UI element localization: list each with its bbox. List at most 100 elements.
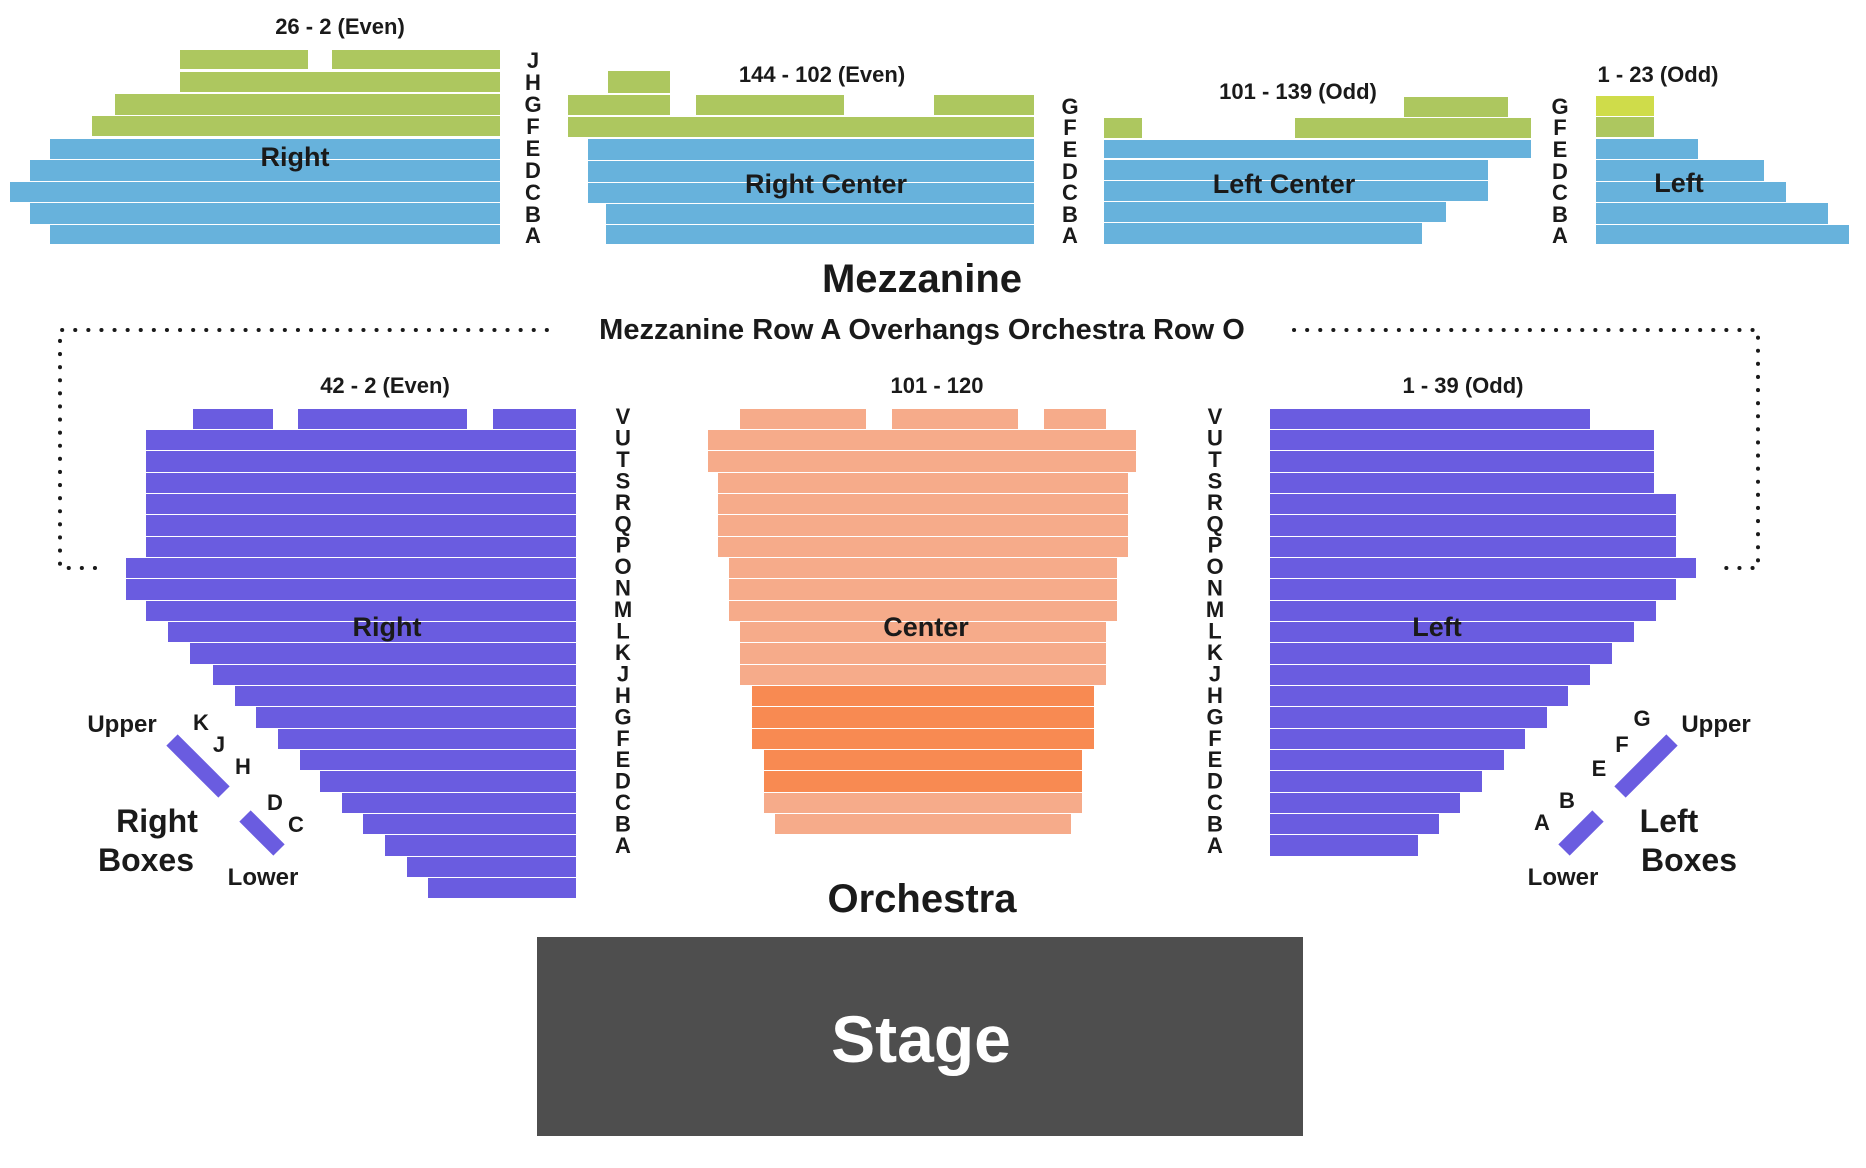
orch-left-seats: 1 - 39 (Odd) <box>1402 373 1523 398</box>
right-box-letter: H <box>235 754 251 779</box>
mezz-row-label: G <box>524 92 541 117</box>
mezz-left-label: Left <box>1654 168 1704 198</box>
right-box-letter: D <box>267 790 283 815</box>
mezz-left-center-label: Left Center <box>1213 169 1356 199</box>
orch-row-label: Q <box>1206 511 1223 536</box>
left-box-letter: F <box>1615 732 1628 757</box>
orch-row-label: A <box>615 833 631 858</box>
mezz-left-green <box>1596 96 1654 137</box>
orch-row-label: P <box>616 533 631 558</box>
orch-row-label: F <box>1208 726 1221 751</box>
mezz-row-label: A <box>1552 223 1568 248</box>
orch-row-label: T <box>1208 447 1222 472</box>
mezz-right-section[interactable]: 26 - 2 (Even) Right <box>10 14 500 244</box>
orch-row-label: U <box>615 425 631 450</box>
orch-row-label: V <box>1208 404 1223 429</box>
orch-row-label: G <box>614 704 631 729</box>
mezz-row-label: G <box>1061 94 1078 119</box>
right-upper-box[interactable] <box>166 734 230 798</box>
mezz-row-label: G <box>1551 94 1568 119</box>
orch-row-label: E <box>1208 747 1223 772</box>
orch-row-label: E <box>616 747 631 772</box>
mezz-right-seats: 26 - 2 (Even) <box>275 14 405 39</box>
left-box-letter: B <box>1559 788 1575 813</box>
orchestra-level: 42 - 2 (Even) Right VUTSRQPONMLKJHGFEDCB… <box>126 373 1696 921</box>
orch-center-seats: 101 - 120 <box>891 373 984 398</box>
mezz-row-label: C <box>1062 180 1078 205</box>
left-upper-box[interactable] <box>1614 734 1678 798</box>
orch-row-label: Q <box>614 511 631 536</box>
mezz-left-section[interactable]: 1 - 23 (Odd) Left <box>1596 62 1849 244</box>
orch-center-front <box>764 793 1082 834</box>
orch-row-label: M <box>1206 597 1224 622</box>
right-boxes-lower-label: Lower <box>228 864 299 891</box>
mezz-row-label: B <box>525 202 541 227</box>
orchestra-title: Orchestra <box>828 877 1018 921</box>
mezz-right-blue <box>10 139 500 244</box>
left-lower-box[interactable] <box>1558 810 1604 856</box>
right-box-letter: J <box>213 732 225 757</box>
stage-area: Stage <box>537 937 1303 1136</box>
mezz-right-center-green <box>568 71 1034 137</box>
orch-center-front-premium <box>752 686 1094 792</box>
overhang-note: Mezzanine Row A Overhangs Orchestra Row … <box>599 314 1245 346</box>
mezz-center-row-labels: G F E D C B A <box>1061 94 1078 248</box>
mezz-right-center-seats: 144 - 102 (Even) <box>739 62 905 87</box>
orch-row-label: C <box>615 790 631 815</box>
mezz-row-label: H <box>525 70 541 95</box>
orch-row-label: F <box>616 726 629 751</box>
orch-row-label: R <box>1207 490 1223 515</box>
mezz-right-green <box>92 50 500 136</box>
right-box-letter: C <box>288 812 304 837</box>
mezz-row-label: A <box>1062 223 1078 248</box>
left-boxes-title-line2: Boxes <box>1641 842 1737 878</box>
left-box-letter: A <box>1534 810 1550 835</box>
mezz-left-center-section[interactable]: 101 - 139 (Odd) Left Center <box>1104 79 1531 244</box>
orch-row-label: O <box>1206 554 1223 579</box>
stage <box>537 937 1303 1136</box>
mezz-left-center-seats: 101 - 139 (Odd) <box>1219 79 1377 104</box>
mezz-row-label: A <box>525 223 541 248</box>
orch-row-label: R <box>615 490 631 515</box>
orch-row-label: L <box>616 619 629 644</box>
overhang-boundary <box>58 328 1760 570</box>
orch-row-label: A <box>1207 833 1223 858</box>
mezz-right-center-section[interactable]: 144 - 102 (Even) Right Center <box>568 62 1034 244</box>
mezz-right-row-labels: J H G F E D C B A <box>524 48 541 248</box>
mezz-row-label: B <box>1062 202 1078 227</box>
mezz-left-row-labels: G F E D C B A <box>1551 94 1568 248</box>
orch-right-section[interactable] <box>126 409 576 898</box>
orch-row-label: N <box>1207 576 1223 601</box>
orch-right-label: Right <box>353 612 422 642</box>
orch-center-section[interactable] <box>708 409 1136 834</box>
orch-row-label: G <box>1206 704 1223 729</box>
mezz-row-label: B <box>1552 202 1568 227</box>
orch-row-label: L <box>1208 619 1221 644</box>
orch-left-section[interactable] <box>1270 409 1696 856</box>
orch-row-label: K <box>1207 640 1223 665</box>
mezz-right-label: Right <box>261 142 330 172</box>
mezz-left-center-blue <box>1104 140 1531 244</box>
stage-label: Stage <box>831 1002 1011 1076</box>
orch-row-label: U <box>1207 425 1223 450</box>
mezz-row-label: F <box>526 114 539 139</box>
right-boxes-title-line2: Boxes <box>98 842 194 878</box>
mezzanine-level: 26 - 2 (Even) Right J H G F E D C B A <box>10 14 1849 301</box>
orch-row-label: V <box>616 404 631 429</box>
orch-row-label: N <box>615 576 631 601</box>
left-box-letter: G <box>1633 706 1650 731</box>
orch-row-label: O <box>614 554 631 579</box>
orch-row-label: C <box>1207 790 1223 815</box>
mezz-row-label: E <box>1063 137 1078 162</box>
mezz-right-center-blue <box>588 139 1034 244</box>
left-boxes-lower-label: Lower <box>1528 864 1599 891</box>
mezzanine-title: Mezzanine <box>822 257 1022 301</box>
mezz-row-label: C <box>525 180 541 205</box>
mezz-row-label: E <box>526 136 541 161</box>
orch-row-label: S <box>1208 468 1223 493</box>
mezz-row-label: J <box>527 48 539 73</box>
right-lower-box[interactable] <box>239 810 285 856</box>
orch-row-label: J <box>617 661 629 686</box>
